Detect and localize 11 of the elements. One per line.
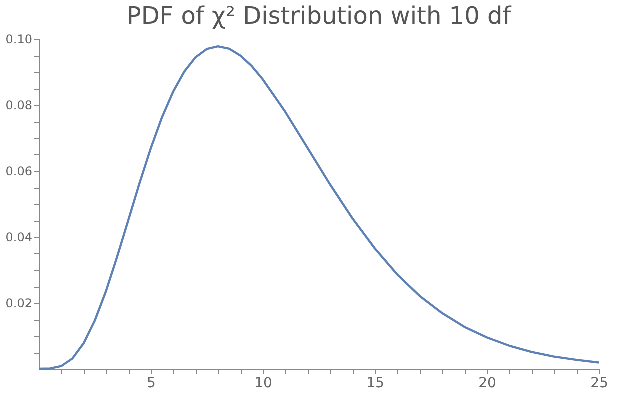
y-tick-label: 0.02 <box>6 296 32 310</box>
x-tick-label: 25 <box>590 376 608 392</box>
chart-title: PDF of χ² Distribution with 10 df <box>126 2 512 30</box>
x-tick-label: 10 <box>254 376 272 392</box>
x-tick-label: 5 <box>147 376 156 392</box>
y-tick-label: 0.08 <box>6 98 32 112</box>
y-tick-label: 0.04 <box>6 230 32 244</box>
x-tick-label: 20 <box>478 376 496 392</box>
y-tick-label: 0.06 <box>6 164 32 178</box>
y-tick-label: 0.10 <box>6 32 32 46</box>
x-tick-label: 15 <box>366 376 384 392</box>
